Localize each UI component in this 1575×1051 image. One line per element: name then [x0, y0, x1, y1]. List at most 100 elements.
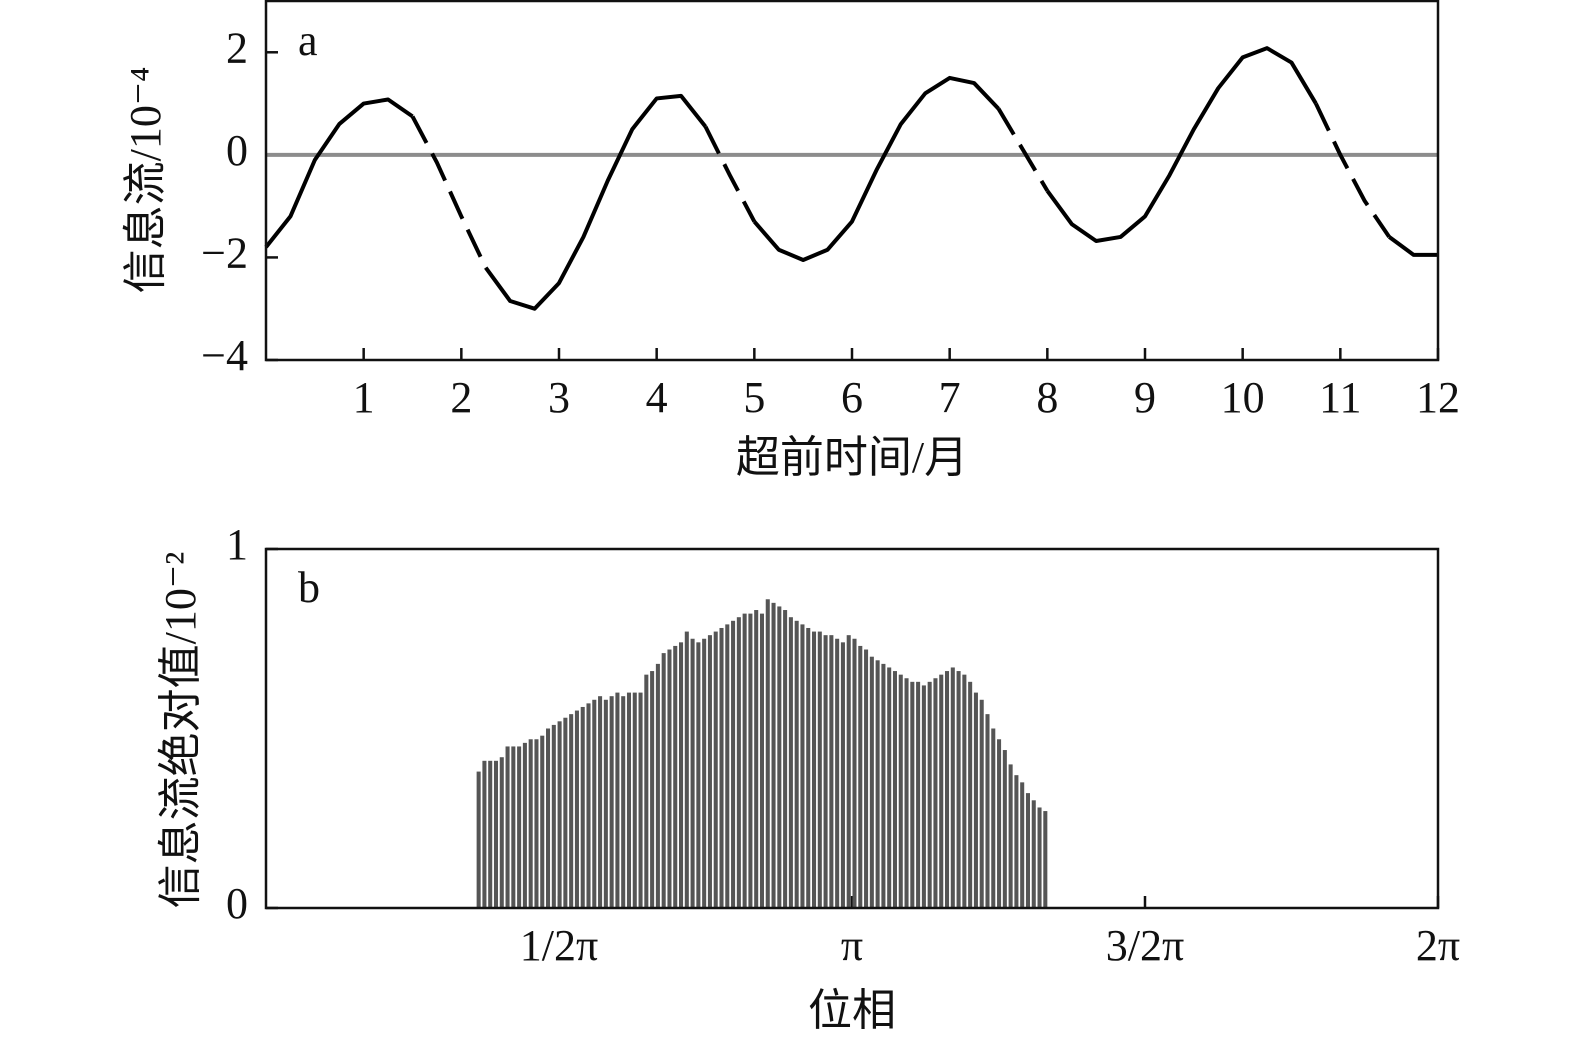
bar [517, 746, 522, 908]
bar [910, 681, 915, 908]
bar [679, 642, 684, 908]
bar [823, 635, 828, 908]
plot-frame [264, 0, 1440, 362]
y-tick-label: 2 [226, 23, 248, 72]
bar [661, 653, 666, 908]
bar [615, 692, 620, 908]
x-tick-label: 8 [1036, 373, 1058, 422]
bar [788, 617, 793, 908]
bar [702, 638, 707, 908]
bar [1025, 793, 1030, 908]
bar [979, 699, 984, 908]
bar [1008, 764, 1013, 908]
bar [985, 714, 990, 908]
panel-label: a [298, 16, 318, 65]
bar [840, 642, 845, 908]
bar [1002, 750, 1007, 908]
x-tick-label: 3/2π [1106, 921, 1184, 970]
y-tick-label: 0 [226, 126, 248, 175]
bar [707, 635, 712, 908]
bar [511, 746, 516, 908]
bar [783, 610, 788, 908]
bar [505, 746, 510, 908]
bar [569, 714, 574, 908]
bar [777, 606, 782, 908]
panel-label: b [298, 563, 320, 612]
bar [997, 739, 1002, 908]
bar [482, 760, 487, 908]
bar [534, 739, 539, 908]
bar [626, 692, 632, 908]
bar [765, 599, 770, 908]
x-tick-label: 6 [841, 373, 863, 422]
bar [881, 663, 886, 908]
x-axis-label: 位相 [808, 986, 896, 1035]
x-tick-label: 10 [1221, 373, 1265, 422]
bar [736, 617, 741, 908]
bar [806, 627, 811, 908]
bar [887, 667, 892, 908]
bar [754, 610, 759, 908]
y-tick-label: 0 [226, 879, 248, 928]
bar [493, 760, 499, 908]
bar [800, 624, 805, 908]
bar [725, 624, 730, 908]
bar [904, 678, 909, 908]
bar [713, 631, 718, 908]
y-tick-label: 1 [226, 520, 248, 569]
bar [956, 671, 961, 908]
bar [476, 771, 481, 908]
bar [528, 739, 533, 908]
bar [927, 681, 932, 908]
bar [869, 656, 874, 908]
bar [916, 681, 921, 908]
y-axis-label: 信息流/10⁻⁴ [121, 67, 170, 294]
x-tick-label: 7 [939, 373, 961, 422]
bar [598, 696, 603, 908]
bar [973, 692, 978, 908]
bar [609, 696, 614, 908]
x-tick-label: 11 [1319, 373, 1361, 422]
bar [621, 696, 626, 908]
bar [944, 671, 950, 908]
x-tick-label: 12 [1416, 373, 1460, 422]
dashed-line [410, 102, 1391, 269]
bar [864, 649, 869, 908]
bar [488, 760, 493, 908]
bar [950, 667, 955, 908]
bar [742, 613, 747, 908]
bar [892, 671, 898, 908]
x-tick-label: 3 [548, 373, 570, 422]
bar [580, 706, 585, 908]
x-tick-label: 1 [353, 373, 375, 422]
bar [1020, 782, 1025, 908]
bar [546, 728, 551, 908]
x-tick-label: 9 [1134, 373, 1156, 422]
bar [829, 635, 834, 908]
bar [557, 721, 562, 908]
bar [1014, 775, 1019, 908]
x-axis-label: 超前时间/月 [736, 433, 968, 482]
bar [719, 627, 724, 908]
bar [991, 728, 996, 908]
bar [933, 678, 938, 908]
bar [962, 674, 967, 908]
bar [644, 674, 649, 908]
bar [696, 642, 701, 908]
bar [540, 735, 545, 908]
bar [771, 602, 776, 908]
bar [586, 703, 591, 908]
bar [499, 757, 504, 908]
x-tick-label: 5 [743, 373, 765, 422]
bar [574, 710, 579, 908]
bar [731, 620, 736, 908]
bar [522, 742, 527, 908]
bar [921, 685, 926, 908]
bar [563, 717, 568, 908]
bar [835, 638, 840, 908]
bar [673, 645, 678, 908]
bar [748, 613, 753, 908]
bar [846, 635, 851, 908]
